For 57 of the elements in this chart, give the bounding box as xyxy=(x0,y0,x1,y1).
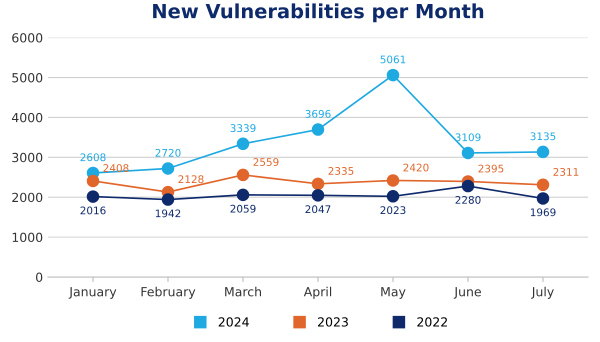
x-tick-label: June xyxy=(454,287,481,299)
point xyxy=(236,188,250,202)
x-tick-label: April xyxy=(304,286,332,299)
point xyxy=(462,180,474,192)
y-tick-label: 3000 xyxy=(12,152,42,162)
y-tick-label: 6000 xyxy=(12,33,42,43)
data-label: 2559 xyxy=(253,158,278,166)
data-label: 2047 xyxy=(306,205,330,214)
x-tick-label: March xyxy=(225,286,261,296)
point xyxy=(236,168,250,182)
data-label: 2408 xyxy=(103,164,129,172)
point xyxy=(236,138,250,150)
point xyxy=(536,192,550,205)
chart-title: New Vulnerabilities per Month xyxy=(153,3,484,22)
x-tick-label: February xyxy=(142,286,196,299)
data-label: 2128 xyxy=(178,175,204,184)
point xyxy=(312,189,324,202)
point xyxy=(386,174,400,187)
data-label: 2420 xyxy=(403,164,429,172)
data-label: 2311 xyxy=(553,168,578,176)
point xyxy=(462,146,474,160)
data-label: 1942 xyxy=(156,209,180,218)
data-label: 1969 xyxy=(530,208,556,216)
data-label: 2059 xyxy=(230,204,256,213)
data-label: 2720 xyxy=(156,148,181,157)
data-label: 2016 xyxy=(80,206,106,214)
x-tick-label: May xyxy=(381,287,406,299)
x-tick-label: January xyxy=(68,287,116,299)
data-label: 3135 xyxy=(530,132,556,140)
data-label: 2335 xyxy=(328,167,354,175)
y-tick-label: 0 xyxy=(36,272,42,282)
point xyxy=(86,190,100,203)
legend-label: 2023 xyxy=(318,317,348,327)
y-tick-label: 1000 xyxy=(12,232,42,242)
data-label: 2395 xyxy=(478,164,504,172)
point xyxy=(162,162,174,175)
x-tick-label: July xyxy=(531,286,554,299)
data-label: 2608 xyxy=(80,153,106,162)
data-label: 3109 xyxy=(456,133,481,142)
point xyxy=(536,178,550,192)
y-tick-label: 4000 xyxy=(12,112,42,122)
data-label: 2023 xyxy=(380,206,406,214)
point xyxy=(386,190,400,203)
legend-label: 2024 xyxy=(218,317,249,327)
legend-label: 2022 xyxy=(417,317,447,327)
point xyxy=(386,68,400,82)
point xyxy=(86,174,100,188)
point xyxy=(536,146,550,158)
point xyxy=(162,193,174,206)
data-label: 2280 xyxy=(456,196,481,204)
data-label: 3339 xyxy=(230,124,256,132)
y-tick-label: 2000 xyxy=(12,192,42,202)
y-tick-label: 5000 xyxy=(12,72,42,82)
point xyxy=(312,178,324,190)
point xyxy=(312,123,324,136)
data-label: 3696 xyxy=(306,110,331,118)
data-label: 5061 xyxy=(380,55,406,64)
